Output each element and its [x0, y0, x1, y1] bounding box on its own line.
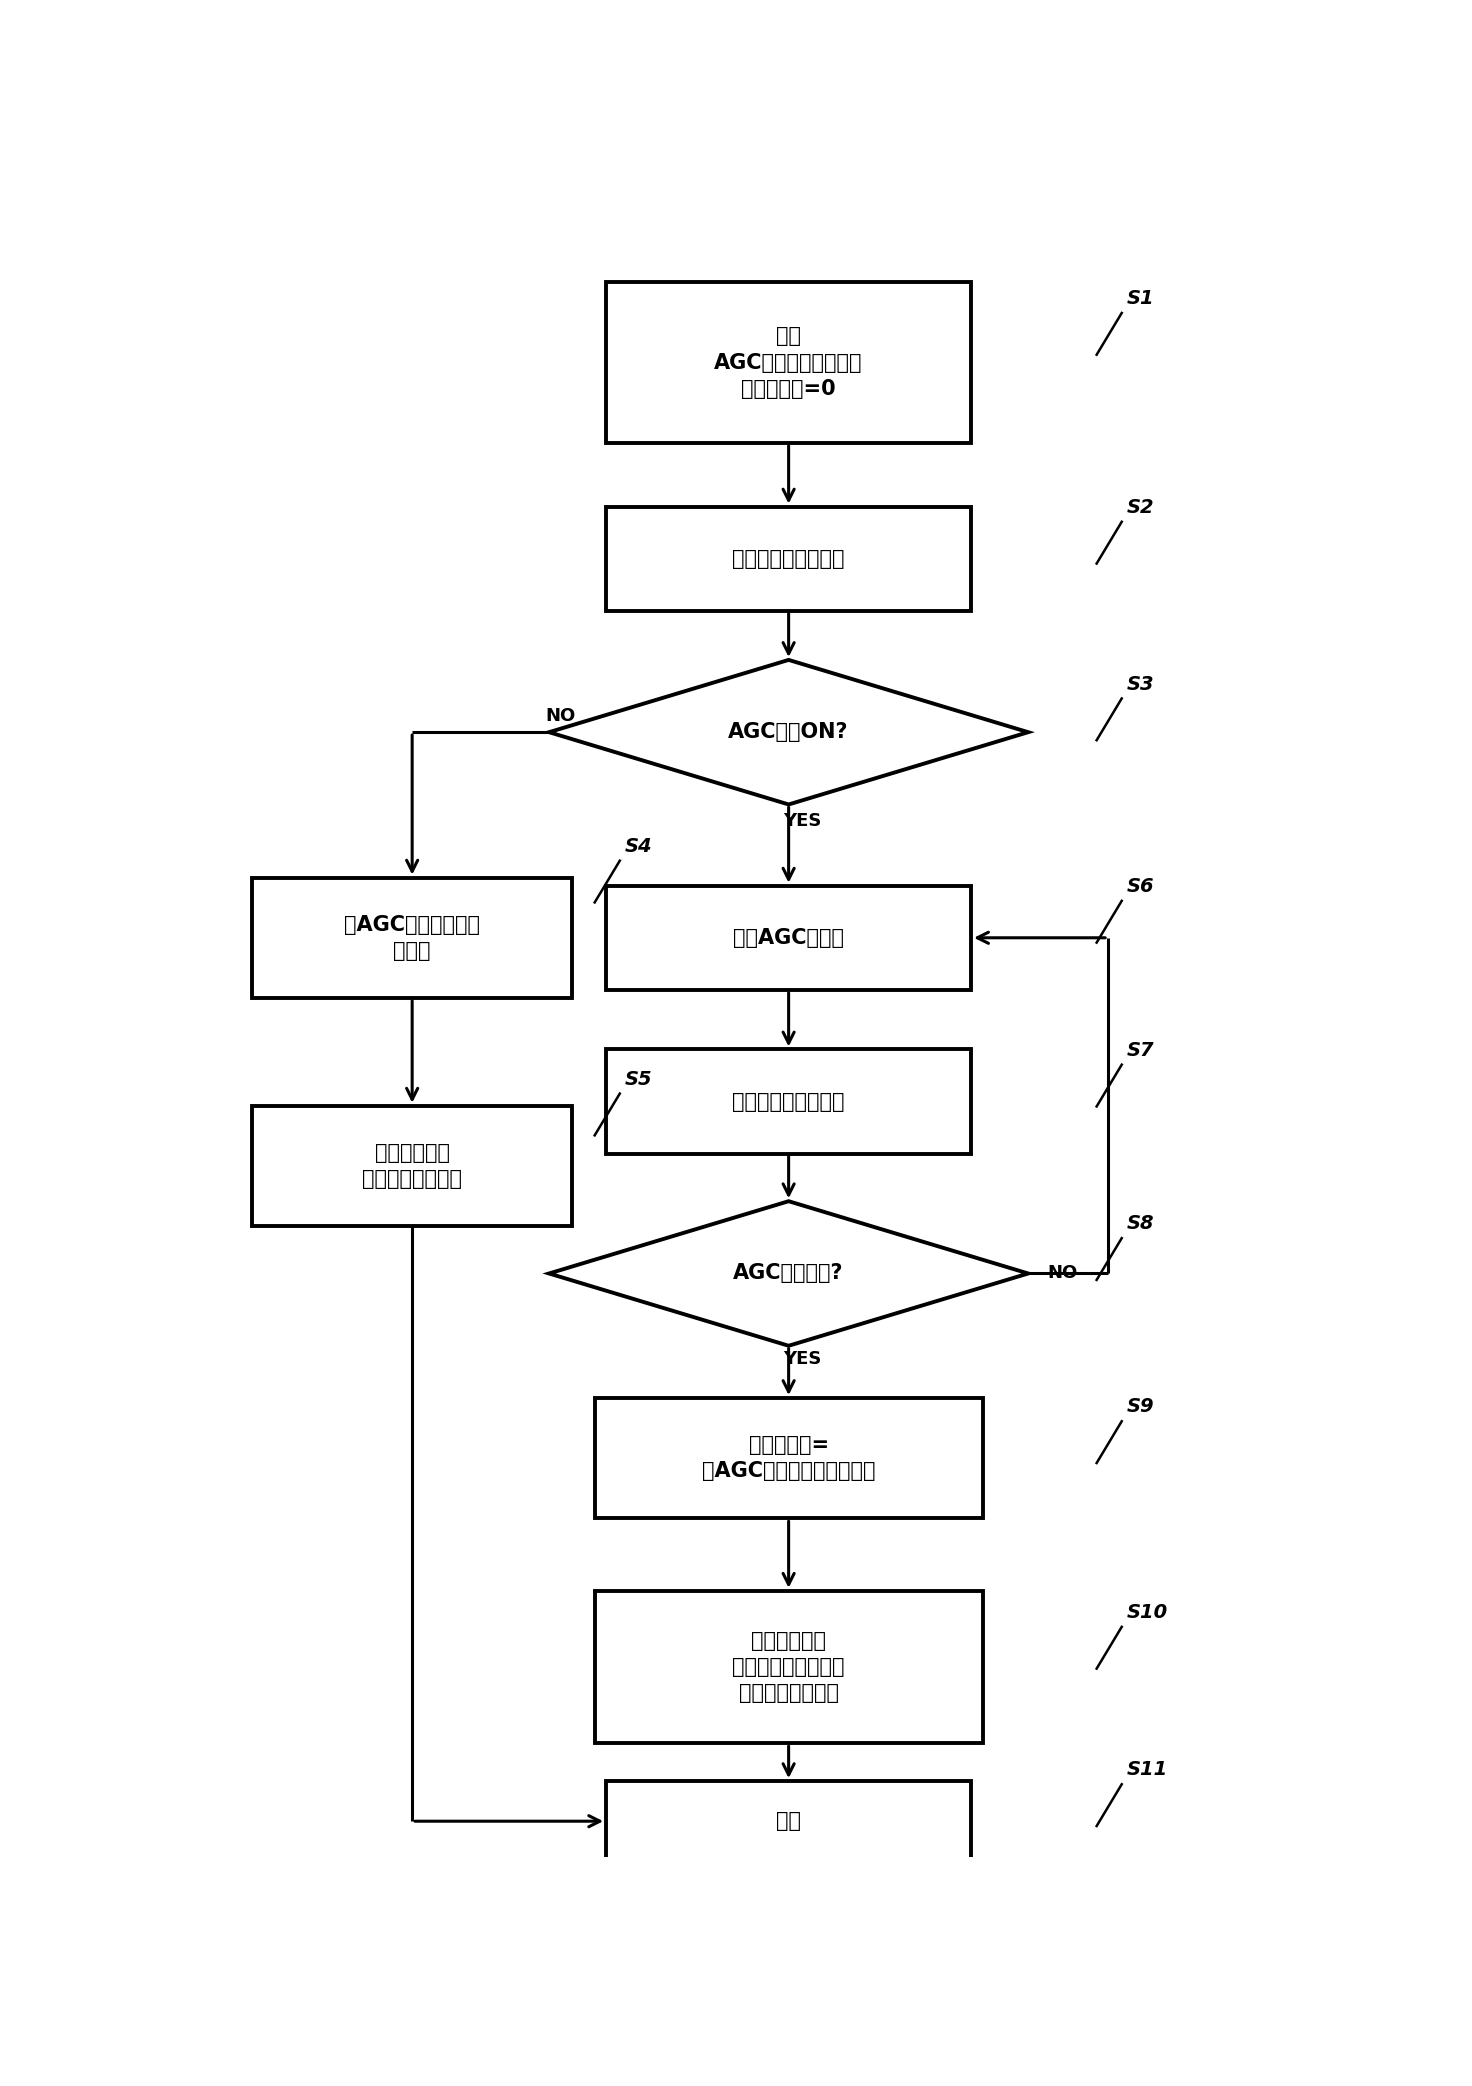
Polygon shape	[549, 659, 1027, 805]
Text: NO: NO	[545, 707, 576, 726]
Text: S2: S2	[1126, 499, 1154, 517]
Text: S10: S10	[1126, 1602, 1167, 1623]
Text: YES: YES	[783, 1350, 821, 1368]
FancyBboxPatch shape	[606, 507, 972, 611]
Text: 测定数字信号的大小: 测定数字信号的大小	[733, 1091, 845, 1112]
FancyBboxPatch shape	[595, 1592, 983, 1744]
Text: 开始
AGC放大器初始值设定
无效码元数=0: 开始 AGC放大器初始值设定 无效码元数=0	[714, 325, 863, 398]
Text: AGC动作结束?: AGC动作结束?	[733, 1264, 843, 1283]
Text: AGC动作ON?: AGC动作ON?	[729, 722, 849, 743]
Text: S5: S5	[624, 1070, 652, 1089]
FancyBboxPatch shape	[606, 887, 972, 991]
Text: NO: NO	[1047, 1264, 1078, 1283]
FancyBboxPatch shape	[606, 1049, 972, 1154]
Text: 数字信号处理
（从信头除去了无效
码元的信号区间）: 数字信号处理 （从信头除去了无效 码元的信号区间）	[733, 1631, 845, 1704]
Text: 测定该帧的接收电平: 测定该帧的接收电平	[733, 549, 845, 569]
Text: YES: YES	[783, 811, 821, 830]
Text: S9: S9	[1126, 1398, 1154, 1416]
Text: 无效码元数=
（AGC调整所需的码元数）: 无效码元数= （AGC调整所需的码元数）	[702, 1435, 876, 1481]
Text: S11: S11	[1126, 1761, 1167, 1779]
Text: S1: S1	[1126, 290, 1154, 309]
Text: S6: S6	[1126, 876, 1154, 897]
FancyBboxPatch shape	[253, 878, 571, 997]
Text: 结束: 结束	[776, 1811, 801, 1832]
FancyBboxPatch shape	[595, 1398, 983, 1519]
Text: S7: S7	[1126, 1041, 1154, 1060]
Text: S4: S4	[624, 836, 652, 855]
Text: S3: S3	[1126, 674, 1154, 695]
Text: 数字信号处理
（正常信号区间）: 数字信号处理 （正常信号区间）	[362, 1143, 462, 1189]
Polygon shape	[549, 1202, 1027, 1345]
Text: 在AGC放大器中设定
初始值: 在AGC放大器中设定 初始值	[344, 914, 480, 962]
FancyBboxPatch shape	[606, 282, 972, 442]
FancyBboxPatch shape	[253, 1106, 571, 1227]
Text: S8: S8	[1126, 1214, 1154, 1233]
Text: 调整AGC放大器: 调整AGC放大器	[733, 928, 843, 947]
FancyBboxPatch shape	[606, 1781, 972, 1861]
